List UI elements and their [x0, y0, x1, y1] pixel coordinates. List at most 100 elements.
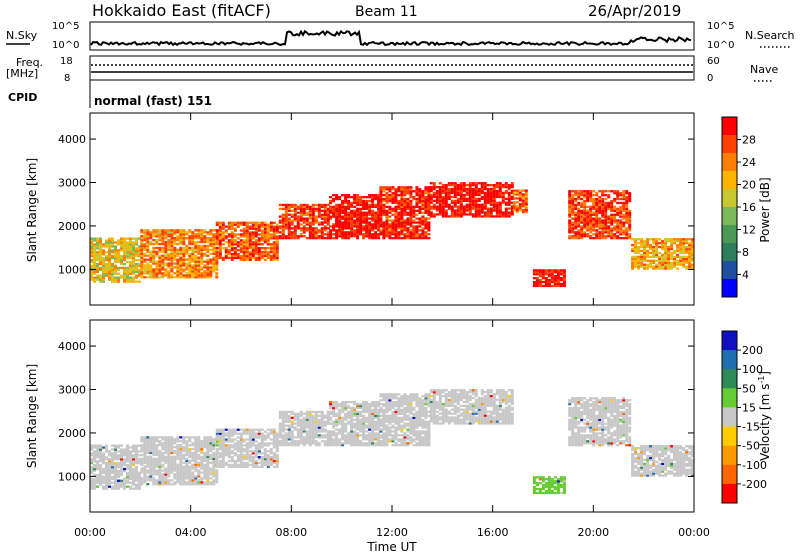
- heatmap-cell: [209, 481, 213, 484]
- heatmap-cell: [167, 461, 171, 464]
- heatmap-cell: [610, 199, 614, 203]
- heatmap-cell: [146, 438, 150, 441]
- heatmap-cell: [574, 227, 578, 230]
- heatmap-cell: [568, 209, 572, 212]
- heatmap-cell: [191, 233, 195, 236]
- heatmap-cell: [625, 201, 629, 205]
- heatmap-cell: [221, 446, 225, 449]
- heatmap-cell: [305, 213, 309, 216]
- heatmap-cell: [200, 451, 204, 455]
- heatmap-cell: [598, 231, 602, 234]
- heatmap-cell: [317, 426, 321, 429]
- heatmap-cell: [338, 231, 342, 234]
- heatmap-cell: [441, 207, 445, 210]
- heatmap-cell: [601, 197, 605, 201]
- heatmap-cell: [418, 192, 422, 195]
- heatmap-cell: [619, 237, 623, 240]
- heatmap-cell: [344, 215, 348, 218]
- heatmap-cell: [245, 444, 249, 447]
- heatmap-cell: [126, 268, 129, 271]
- heatmap-cell: [176, 453, 180, 457]
- heatmap-cell: [140, 459, 144, 462]
- heatmap-cell: [236, 446, 240, 449]
- heatmap-cell: [350, 215, 354, 218]
- heatmap-cell: [308, 434, 312, 437]
- heatmap-cell: [356, 225, 360, 228]
- heatmap-cell: [102, 264, 105, 268]
- heatmap-cell: [353, 201, 357, 205]
- heatmap-cell: [143, 272, 147, 275]
- heatmap-cell: [350, 213, 354, 216]
- heatmap-cell: [102, 458, 105, 461]
- heatmap-cell: [260, 225, 264, 228]
- heatmap-cell: [305, 414, 309, 417]
- heatmap-cell: [338, 444, 342, 447]
- heatmap-cell: [99, 464, 102, 467]
- heatmap-cell: [155, 270, 159, 273]
- heatmap-cell: [140, 237, 144, 240]
- heatmap-cell: [269, 250, 273, 254]
- heatmap-cell: [613, 219, 617, 222]
- heatmap-cell: [93, 260, 96, 264]
- heatmap-cell: [158, 477, 162, 480]
- heatmap-cell: [155, 272, 159, 275]
- heatmap-cell: [391, 237, 395, 240]
- heatmap-cell: [679, 242, 683, 245]
- heatmap-cell: [462, 205, 466, 208]
- heatmap-cell: [167, 459, 171, 462]
- heatmap-cell: [176, 264, 180, 267]
- heatmap-cell: [388, 233, 392, 236]
- heatmap-cell: [143, 254, 147, 257]
- heatmap-cell: [377, 207, 381, 210]
- heatmap-cell: [212, 248, 216, 251]
- heatmap-cell: [512, 203, 516, 206]
- heatmap-cell: [212, 447, 216, 451]
- heatmap-cell: [179, 252, 183, 255]
- cpid-row: CPID normal (fast) 151: [8, 80, 212, 108]
- heatmap-cell: [356, 203, 360, 207]
- heatmap-cell: [260, 247, 264, 250]
- heatmap-cell: [203, 444, 207, 447]
- heatmap-cell: [281, 416, 285, 419]
- heatmap-cell: [521, 193, 525, 196]
- heatmap-cell: [135, 264, 138, 268]
- heatmap-cell: [146, 479, 150, 482]
- heatmap-cell: [278, 237, 282, 240]
- heatmap-cell: [221, 436, 225, 439]
- heatmap-cell: [287, 229, 291, 232]
- heatmap-cell: [120, 241, 123, 244]
- heatmap-cell: [338, 233, 342, 236]
- heatmap-cell: [302, 209, 306, 212]
- heatmap-cell: [607, 207, 611, 210]
- heatmap-cell: [302, 422, 306, 425]
- heatmap-cell: [421, 190, 425, 193]
- heatmap-cell: [167, 481, 171, 484]
- heatmap-cell: [379, 201, 383, 205]
- heatmap-cell: [646, 245, 650, 249]
- heatmap-cell: [646, 249, 650, 253]
- heatmap-cell: [568, 221, 572, 224]
- heatmap-cell: [251, 250, 255, 254]
- heatmap-cell: [586, 209, 590, 212]
- heatmap-cell: [93, 251, 96, 254]
- heatmap-cell: [450, 187, 454, 191]
- heatmap-cell: [227, 227, 231, 230]
- heatmap-cell: [129, 466, 132, 469]
- heatmap-cell: [438, 182, 442, 185]
- heatmap-cell: [468, 191, 472, 195]
- heatmap-cell: [96, 259, 99, 262]
- heatmap-cell: [99, 483, 102, 486]
- heatmap-cell: [622, 217, 626, 220]
- heatmap-cell: [400, 205, 404, 208]
- heatmap-cell: [105, 262, 108, 266]
- heatmap-cell: [167, 242, 171, 246]
- heatmap-cell: [227, 463, 231, 467]
- heatmap-cell: [102, 485, 105, 488]
- heatmap-cell: [438, 205, 442, 208]
- heatmap-cell: [577, 235, 581, 238]
- heatmap-cell: [236, 436, 240, 439]
- heatmap-cell: [604, 223, 608, 226]
- heatmap-cell: [628, 217, 632, 220]
- heatmap-cell: [483, 184, 487, 187]
